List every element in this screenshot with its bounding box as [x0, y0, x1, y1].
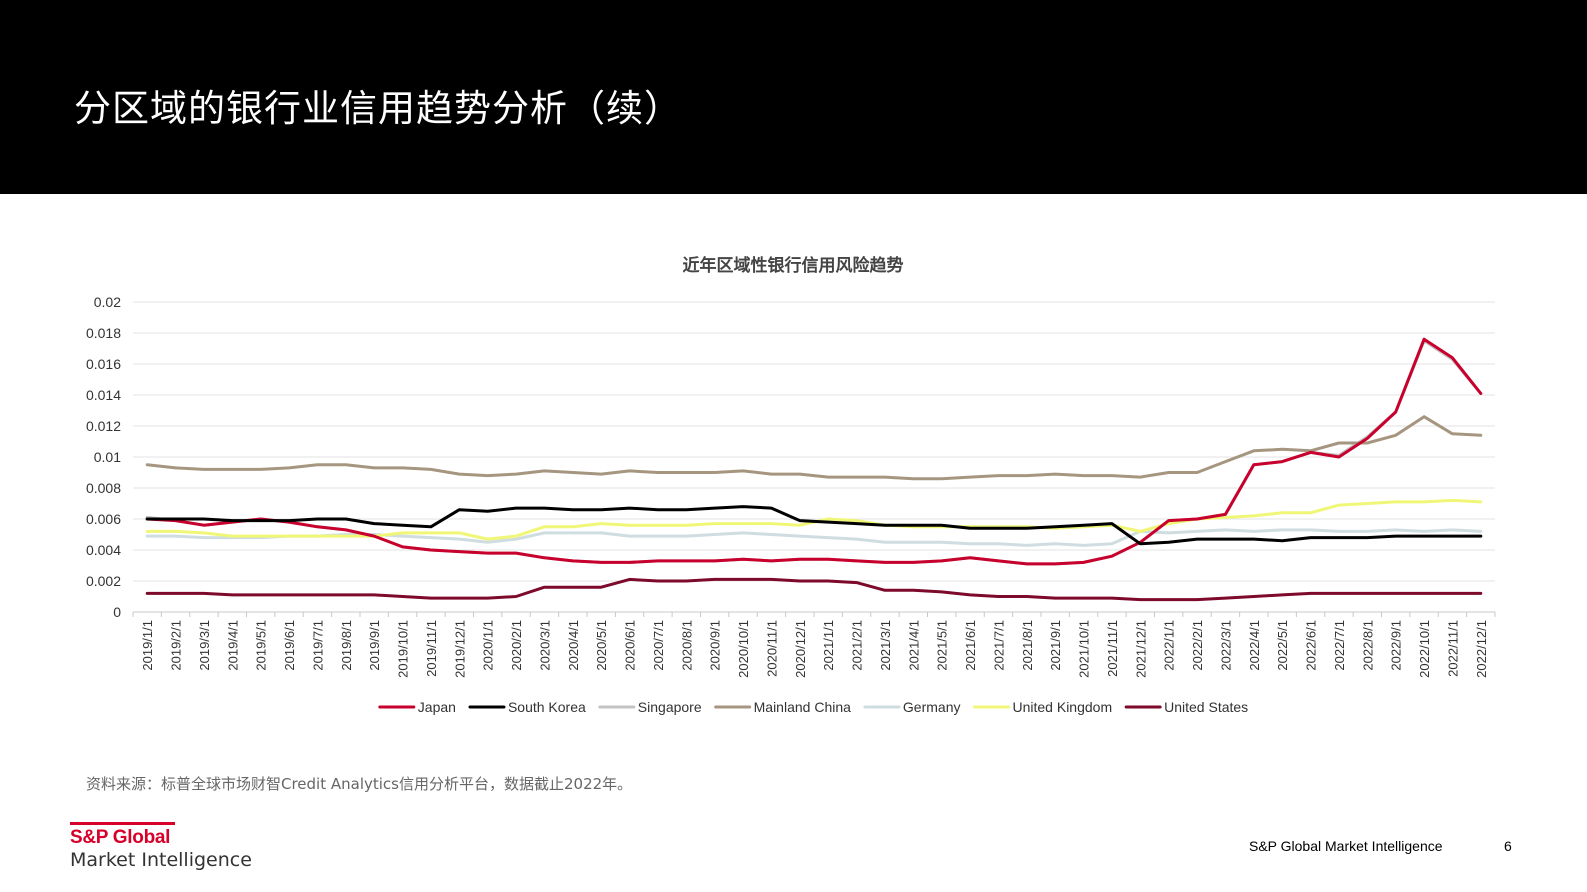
x-tick-label: 2020/1/1	[481, 620, 496, 671]
y-tick-label: 0.002	[86, 573, 121, 589]
x-tick-label: 2021/9/1	[1048, 620, 1063, 671]
slide-title: 分区域的银行业信用趋势分析（续）	[74, 87, 682, 130]
title-bar: 分区域的银行业信用趋势分析（续）	[0, 0, 1587, 194]
series-line-japan	[145, 337, 1483, 566]
x-tick-label: 2020/11/1	[764, 620, 779, 677]
x-tick-label: 2020/9/1	[708, 620, 723, 671]
series-line-south-korea	[145, 505, 1483, 546]
x-tick-label: 2021/12/1	[1133, 620, 1148, 678]
series-line-mainland-china	[145, 415, 1483, 481]
series-line-united-states	[145, 577, 1483, 602]
legend-label-united-states: United States	[1164, 699, 1248, 715]
logo-rule	[70, 822, 175, 825]
x-tick-label: 2020/12/1	[793, 620, 808, 678]
x-tick-label: 2019/4/1	[225, 620, 240, 671]
y-tick-label: 0	[113, 604, 121, 620]
legend-label-united-kingdom: United Kingdom	[1013, 699, 1113, 715]
x-tick-label: 2019/12/1	[452, 620, 467, 678]
x-tick-label: 2022/10/1	[1417, 620, 1432, 678]
legend-label-germany: Germany	[903, 699, 961, 715]
x-tick-label: 2022/8/1	[1360, 620, 1375, 671]
x-tick-label: 2022/11/1	[1445, 620, 1460, 677]
x-tick-label: 2019/3/1	[197, 620, 212, 671]
x-tick-label: 2022/3/1	[1218, 620, 1233, 671]
page-number: 6	[1504, 838, 1512, 854]
x-tick-label: 2021/2/1	[850, 620, 865, 671]
y-tick-label: 0.008	[86, 480, 121, 496]
x-tick-label: 2020/4/1	[566, 620, 581, 671]
y-tick-label: 0.018	[86, 325, 121, 341]
footer-brand: S&P Global Market Intelligence	[1249, 838, 1443, 854]
x-tick-label: 2020/3/1	[537, 620, 552, 671]
logo-subtitle: Market Intelligence	[70, 849, 252, 871]
y-axis: 0.02 0.018 0.016 0.014 0.012 0.01 0.008 0.006 0.…	[86, 294, 121, 620]
chart-title: 近年区域性银行信用风险趋势	[683, 255, 904, 276]
x-tick-label: 2022/12/1	[1474, 620, 1489, 678]
x-tick-label: 2021/1/1	[821, 620, 836, 671]
credit-risk-line-chart: 近年区域性银行信用风险趋势 0.020.0180.0160.0140.0120.…	[86, 255, 1496, 715]
x-tick-label: 2020/10/1	[736, 620, 751, 678]
y-tick-label: 0.004	[86, 542, 121, 558]
gridlines	[133, 301, 1495, 582]
sp-global-logo: S&P Global Market Intelligence	[70, 822, 252, 872]
x-tick-label: 2019/10/1	[396, 620, 411, 678]
x-tick-label: 2022/2/1	[1190, 620, 1205, 671]
legend-label-singapore: Singapore	[638, 699, 702, 715]
x-tick-label: 2021/5/1	[935, 620, 950, 671]
x-tick-label: 2022/7/1	[1332, 620, 1347, 671]
x-tick-label: 2021/6/1	[963, 620, 978, 671]
x-tick-label: 2020/6/1	[623, 620, 638, 671]
legend: Japan South Korea Singapore Mainland China G…	[378, 699, 1248, 715]
y-tick-label: 0.014	[86, 387, 121, 403]
y-tick-label: 0.01	[94, 449, 121, 465]
x-tick-label: 2022/6/1	[1304, 620, 1319, 671]
source-note: 资料来源：标普全球市场财智Credit Analytics信用分析平台，数据截止…	[86, 775, 633, 793]
x-tick-label: 2020/2/1	[509, 620, 524, 671]
y-tick-label: 0.02	[94, 294, 121, 310]
x-axis: 2019/1/1 2019/2/1 2019/3/1 2019/4/1 2019/5/1…	[132, 611, 1496, 678]
y-tick-label: 0.016	[86, 356, 121, 372]
x-tick-label: 2019/8/1	[339, 620, 354, 671]
x-tick-label: 2021/7/1	[991, 620, 1006, 671]
x-tick-label: 2022/1/1	[1162, 620, 1177, 671]
legend-label-mainland-china: Mainland China	[754, 699, 851, 715]
x-tick-label: 2021/10/1	[1077, 620, 1092, 678]
x-tick-label: 2019/9/1	[367, 620, 382, 671]
x-tick-label: 2021/8/1	[1020, 620, 1035, 671]
x-tick-label: 2022/4/1	[1247, 620, 1262, 671]
x-tick-label: 2022/5/1	[1275, 620, 1290, 671]
legend-label-japan: Japan	[418, 699, 456, 715]
x-tick-label: 2019/11/1	[424, 620, 439, 677]
x-tick-label: 2019/6/1	[282, 620, 297, 671]
series-line-germany	[145, 528, 1483, 547]
x-tick-label: 2022/9/1	[1389, 620, 1404, 671]
logo-brand: S&P Global	[70, 827, 171, 848]
x-tick-label: 2019/5/1	[254, 620, 269, 671]
y-tick-label: 0.012	[86, 418, 121, 434]
x-tick-label: 2021/11/1	[1105, 620, 1120, 677]
x-tick-label: 2019/1/1	[140, 620, 155, 671]
x-tick-label: 2021/4/1	[906, 620, 921, 671]
y-tick-label: 0.006	[86, 511, 121, 527]
x-tick-label: 2020/8/1	[679, 620, 694, 671]
legend-label-south-korea: South Korea	[508, 699, 586, 715]
x-tick-label: 2020/5/1	[594, 620, 609, 671]
x-tick-label: 2019/2/1	[169, 620, 184, 671]
x-tick-label: 2019/7/1	[310, 620, 325, 671]
series-lines	[145, 337, 1483, 602]
x-tick-label: 2021/3/1	[878, 620, 893, 671]
x-tick-label: 2020/7/1	[651, 620, 666, 671]
